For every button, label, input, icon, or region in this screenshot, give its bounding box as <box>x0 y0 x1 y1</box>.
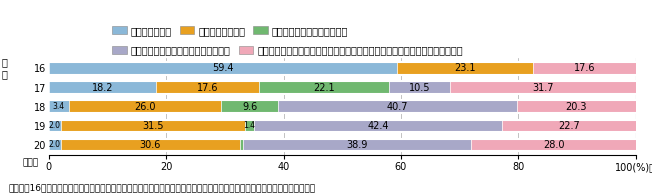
Bar <box>49 119 61 132</box>
Text: 30.6: 30.6 <box>140 140 161 150</box>
Text: 23.1: 23.1 <box>454 63 476 73</box>
Bar <box>516 100 636 113</box>
Text: （年）: （年） <box>22 159 38 168</box>
Text: 40.7: 40.7 <box>387 102 408 112</box>
Text: 10.5: 10.5 <box>409 83 430 92</box>
Bar <box>245 119 254 132</box>
Text: 31.7: 31.7 <box>533 83 554 92</box>
Bar <box>49 81 156 94</box>
Text: 42.4: 42.4 <box>367 121 389 131</box>
Bar <box>533 62 636 75</box>
Text: 59.4: 59.4 <box>213 63 234 73</box>
Bar <box>278 100 516 113</box>
Bar <box>471 139 636 151</box>
Bar <box>398 62 533 75</box>
Bar <box>451 81 636 94</box>
Text: 9.6: 9.6 <box>242 102 257 112</box>
Bar <box>254 119 503 132</box>
Text: 18.2: 18.2 <box>91 83 113 92</box>
Text: 22.1: 22.1 <box>313 83 334 92</box>
Text: 31.5: 31.5 <box>142 121 164 131</box>
Bar <box>49 139 61 151</box>
Bar <box>243 139 471 151</box>
Bar <box>389 81 451 94</box>
Text: 28.0: 28.0 <box>543 140 564 150</box>
Text: 38.9: 38.9 <box>347 140 368 150</box>
Text: 2.0: 2.0 <box>49 140 61 149</box>
Bar <box>222 100 278 113</box>
Bar <box>69 100 222 113</box>
Bar <box>259 81 389 94</box>
Text: 1.4: 1.4 <box>244 121 256 130</box>
Text: 26.0: 26.0 <box>134 102 156 112</box>
Text: 17.6: 17.6 <box>574 63 595 73</box>
Bar <box>49 100 69 113</box>
Text: 注：平成16年中の「その他」には、「会社でのトラブル・横領等の補てん金」及び「公共交通機関での痴漢示談金」を含む。: 注：平成16年中の「その他」には、「会社でのトラブル・横領等の補てん金」及び「公… <box>8 183 316 192</box>
Text: 20.3: 20.3 <box>565 102 587 112</box>
Text: 平
成: 平 成 <box>2 58 8 79</box>
Bar <box>240 139 243 151</box>
Bar <box>61 119 245 132</box>
Text: 22.7: 22.7 <box>558 121 580 131</box>
Bar <box>156 81 259 94</box>
Text: 17.6: 17.6 <box>197 83 218 92</box>
Text: 3.4: 3.4 <box>53 102 65 111</box>
Bar <box>49 62 398 75</box>
Legend: 会社でのトラブル・横領等の補てん金, その他（妊娠中絶手術費用、刑事事件に係る示談金・弁護費用・保釈金　等）: 会社でのトラブル・横領等の補てん金, その他（妊娠中絶手術費用、刑事事件に係る示… <box>112 45 463 55</box>
Bar <box>503 119 636 132</box>
Text: 2.0: 2.0 <box>49 121 61 130</box>
Bar <box>61 139 240 151</box>
